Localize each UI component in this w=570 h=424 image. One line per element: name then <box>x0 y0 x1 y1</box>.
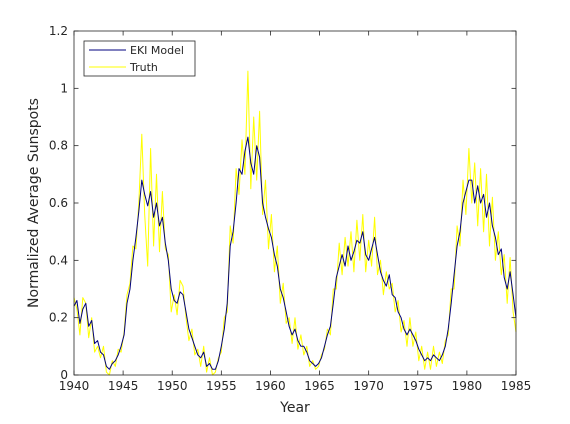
x-tick-label: 1985 <box>501 379 532 393</box>
series-line-truth <box>73 70 517 376</box>
x-tick-label: 1950 <box>157 379 188 393</box>
x-tick-label: 1960 <box>255 379 286 393</box>
series-line-eki-model <box>73 136 517 370</box>
x-tick-label: 1965 <box>304 379 335 393</box>
legend-label-eki-model: EKI Model <box>130 44 184 57</box>
ticks-layer: 1940 1945 1950 1955 1960 1965 1970 1975 1980 1985… <box>49 24 531 393</box>
series-layer <box>73 70 517 376</box>
y-tick-label: 0.2 <box>49 311 68 325</box>
x-tick-label: 1945 <box>108 379 139 393</box>
x-tick-label: 1975 <box>403 379 434 393</box>
y-tick-label: 0.4 <box>49 253 68 267</box>
x-tick-label: 1955 <box>206 379 237 393</box>
y-tick-label: 1 <box>60 81 68 95</box>
y-axis-label: Normalized Average Sunspots <box>26 98 42 308</box>
legend-label-truth: Truth <box>129 61 158 74</box>
x-axis-label: Year <box>279 400 310 416</box>
x-tick-label: 1940 <box>59 379 90 393</box>
legend: EKI Model Truth <box>83 40 196 77</box>
y-tick-label: 0.6 <box>49 196 68 210</box>
legend-box <box>83 40 196 77</box>
y-tick-label: 1.2 <box>49 24 68 38</box>
x-tick-label: 1970 <box>353 379 384 393</box>
x-tick-label: 1980 <box>452 379 483 393</box>
y-tick-label: 0.8 <box>49 139 68 153</box>
plot-area <box>74 31 516 375</box>
y-tick-label: 0 <box>60 368 68 382</box>
